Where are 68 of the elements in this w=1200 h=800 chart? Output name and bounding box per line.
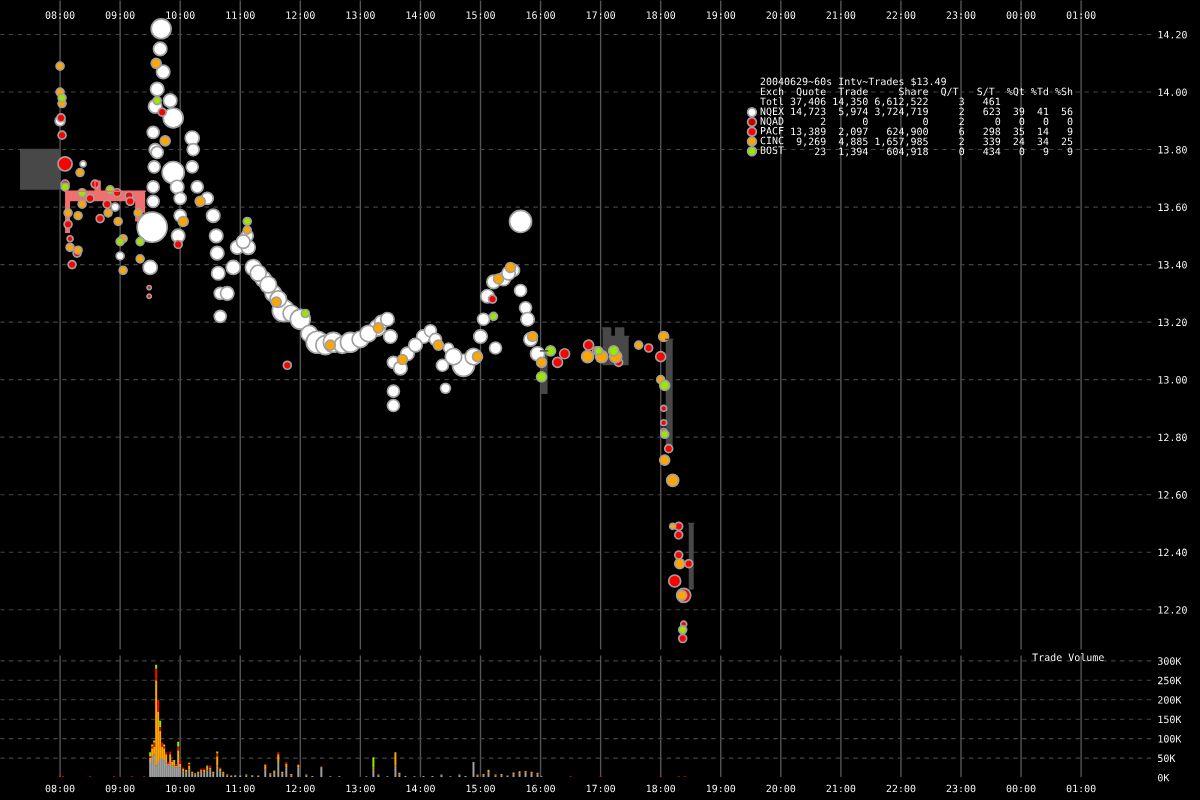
x-tick-label: 18:00 xyxy=(646,11,676,19)
x-tick-label: 21:00 xyxy=(826,11,856,19)
y-tick-label: 13.60 xyxy=(1158,203,1187,212)
x-tick-label: 00:00 xyxy=(1006,11,1036,19)
x-tick-label: 23:00 xyxy=(946,11,976,19)
x-tick-label: 13:00 xyxy=(346,11,375,19)
annotation: 13,389 2,097 624,900 6 298 35 14 9 xyxy=(791,127,1073,137)
x-tick-label: 15:00 xyxy=(466,784,495,793)
y-tick-label: 13.00 xyxy=(1158,376,1187,384)
x-tick-label: 20:00 xyxy=(766,784,796,793)
x-tick-label: 15:00 xyxy=(466,11,495,19)
x-tick-label: 14:00 xyxy=(406,784,435,793)
x-tick-label: 08:00 xyxy=(45,11,75,19)
legend-label: NQEX xyxy=(760,107,784,117)
x-tick-label: 22:00 xyxy=(886,784,916,793)
annotation: Exch Quote Trade Share Q/T S/T %Qt %Td %Sh xyxy=(760,87,1073,97)
y-tick-label: 300K xyxy=(1158,657,1182,665)
x-tick-label: 09:00 xyxy=(105,11,135,19)
y-tick-label: 12.80 xyxy=(1158,433,1187,442)
x-tick-label: 01:00 xyxy=(1066,784,1096,793)
y-tick-label: 14.20 xyxy=(1158,30,1187,39)
x-tick-label: 16:00 xyxy=(526,11,555,19)
x-tick-label: 10:00 xyxy=(166,11,195,19)
y-tick-label: 12.40 xyxy=(1158,548,1187,557)
x-tick-label: 14:00 xyxy=(406,11,435,19)
annotation: 14,723 5,974 3,724,719 2 623 39 41 56 xyxy=(791,107,1073,117)
annotation: 9,269 4,885 1,657,985 2 339 24 34 25 xyxy=(796,137,1073,147)
y-tick-label: 13.20 xyxy=(1158,318,1187,327)
legend-label: BOST xyxy=(760,146,784,154)
y-tick-label: 13.80 xyxy=(1158,145,1187,154)
x-tick-label: 13:00 xyxy=(346,784,375,793)
y-tick-label: 0K xyxy=(1158,773,1170,782)
y-tick-label: 250K xyxy=(1158,676,1182,685)
x-tick-label: 12:00 xyxy=(286,11,315,19)
x-tick-label: 22:00 xyxy=(886,11,916,19)
y-tick-label: 150K xyxy=(1158,715,1182,724)
x-tick-label: 09:00 xyxy=(105,784,135,793)
y-tick-label: 50K xyxy=(1158,754,1176,763)
x-tick-label: 11:00 xyxy=(226,11,255,19)
x-tick-label: 19:00 xyxy=(706,11,736,19)
x-tick-label: 20:00 xyxy=(766,11,796,19)
x-tick-label: 17:00 xyxy=(586,784,616,793)
x-tick-label: 17:00 xyxy=(586,11,616,19)
legend-label: CINC xyxy=(760,136,784,145)
x-tick-label: 23:00 xyxy=(946,784,976,793)
legend-label: NQAD xyxy=(760,117,784,126)
x-tick-label: 21:00 xyxy=(826,784,856,793)
y-tick-label: 100K xyxy=(1158,735,1182,743)
x-tick-label: 08:00 xyxy=(45,784,75,793)
y-tick-label: 13.40 xyxy=(1158,261,1187,269)
y-tick-label: 200K xyxy=(1158,696,1182,704)
annotation: 2 0 0 2 0 0 0 0 xyxy=(820,117,1073,126)
x-tick-label: 11:00 xyxy=(226,784,255,793)
chart-title: Trade Volume xyxy=(1032,653,1104,662)
x-tick-label: 12:00 xyxy=(286,784,315,793)
annotation: 23 1,394 604,918 0 434 0 9 9 xyxy=(814,147,1073,157)
x-tick-label: 01:00 xyxy=(1066,11,1096,19)
legend-label: PACF xyxy=(760,126,784,135)
x-tick-label: 18:00 xyxy=(646,784,676,793)
y-tick-label: 12.60 xyxy=(1158,491,1187,499)
x-tick-label: 00:00 xyxy=(1006,784,1036,793)
y-tick-label: 12.20 xyxy=(1158,606,1187,614)
x-tick-label: 10:00 xyxy=(166,784,195,793)
text: 20040629~60s Intv~Trades $13.49 xyxy=(760,77,946,87)
x-tick-label: 16:00 xyxy=(526,784,555,793)
annotation: Totl 37,406 14,350 6,612,522 3 461 xyxy=(760,97,1001,107)
y-tick-label: 14.00 xyxy=(1158,88,1187,96)
x-tick-label: 19:00 xyxy=(706,784,736,793)
